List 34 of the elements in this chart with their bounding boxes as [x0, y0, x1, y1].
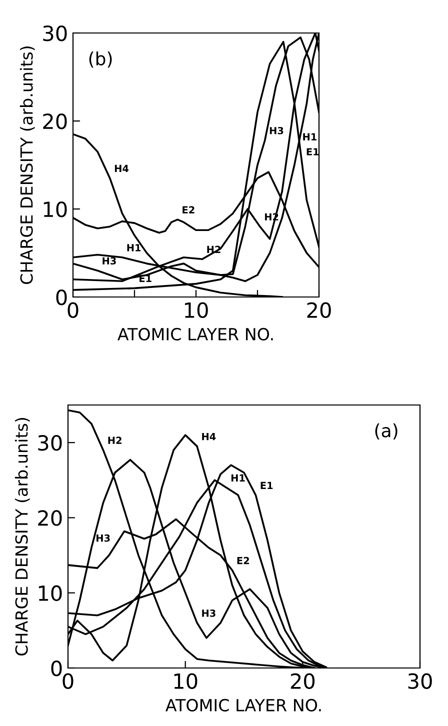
annotation: H4	[202, 433, 216, 440]
y-tick-label: 30	[38, 435, 62, 451]
annotation: H3	[270, 126, 284, 134]
annotation: H3	[102, 257, 116, 265]
annotation: H3	[96, 534, 110, 542]
x-tick-label: 20	[307, 302, 331, 318]
annotation: H2	[108, 436, 122, 444]
annotation: E1	[260, 482, 273, 489]
x-tick-label: 20	[290, 673, 315, 689]
y-tick-label: 10	[38, 585, 62, 602]
x-tick-label: 10	[185, 302, 208, 318]
x-axis-title: ATOMIC LAYER NO.	[166, 698, 321, 712]
annotation: H1	[127, 244, 141, 252]
y-tick-label: 20	[38, 510, 62, 526]
y-axis-title: CHARGE DENSITY (arb.units)	[20, 46, 35, 284]
annotation: E2	[182, 206, 194, 214]
y-axis-title: CHARGE DENSITY (arb.units)	[14, 418, 30, 656]
annotation: H1	[231, 474, 245, 482]
x-tick-label: 0	[68, 302, 78, 318]
y-tick-label: 10	[44, 201, 67, 218]
annotation: (a)	[375, 423, 398, 440]
y-tick-label: 0	[51, 660, 62, 676]
annotation: H1	[303, 133, 316, 140]
annotation: H3	[202, 610, 216, 617]
annotation: E1	[306, 148, 319, 156]
x-axis-title: ATOMIC LAYER NO.	[118, 328, 273, 340]
y-tick-label: 20	[43, 113, 67, 130]
y-tick-label: 0	[56, 289, 67, 306]
annotation: (b)	[89, 51, 112, 68]
y-tick-label: 30	[43, 25, 67, 42]
annotation: H4	[114, 164, 129, 172]
x-tick-label: 30	[408, 673, 432, 689]
annotation: E2	[237, 556, 249, 564]
x-tick-label: 10	[174, 673, 198, 689]
